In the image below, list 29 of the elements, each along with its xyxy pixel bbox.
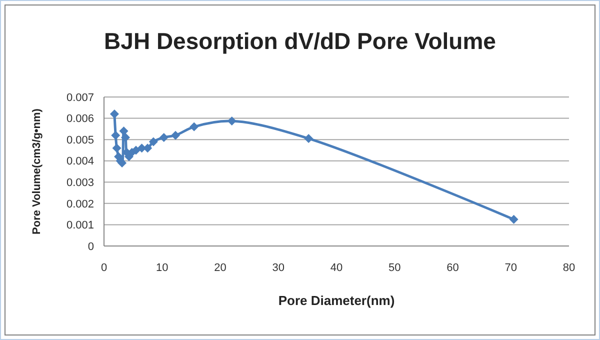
- x-tick-label: 30: [272, 262, 284, 274]
- point: [112, 144, 122, 153]
- y-tick-label: 0: [88, 240, 94, 253]
- x-tick-label: 70: [504, 262, 517, 274]
- y-tick-label: 0.006: [66, 113, 94, 126]
- x-tick-label: 80: [562, 262, 576, 274]
- point: [121, 132, 130, 142]
- y-tick-label: 0.001: [66, 220, 94, 232]
- point: [170, 130, 180, 140]
- point: [190, 122, 199, 132]
- chart-title: BJH Desorption dV/dD Pore Volume: [104, 28, 496, 54]
- x-tick-label: 60: [446, 262, 459, 274]
- point: [304, 134, 314, 144]
- x-axis-title: Pore Diameter(nm): [278, 293, 395, 308]
- point: [148, 137, 158, 146]
- y-tick-label: 0.007: [66, 92, 94, 104]
- x-tick-label: 50: [388, 262, 401, 274]
- x-tick-label: 10: [156, 262, 168, 274]
- y-tick-label: 0.005: [66, 134, 94, 146]
- x-tick-label: 40: [330, 262, 343, 274]
- point: [159, 132, 168, 142]
- point: [509, 214, 518, 224]
- y-tick-label: 0.002: [66, 198, 94, 210]
- y-axis-title: Pore Volume(cm3/g•nm): [31, 108, 43, 234]
- x-tick-label: 0: [100, 262, 108, 274]
- point: [111, 130, 120, 140]
- x-tick-label: 20: [214, 262, 226, 274]
- y-tick-label: 0.003: [66, 176, 94, 189]
- y-tick-label: 0.004: [66, 156, 94, 168]
